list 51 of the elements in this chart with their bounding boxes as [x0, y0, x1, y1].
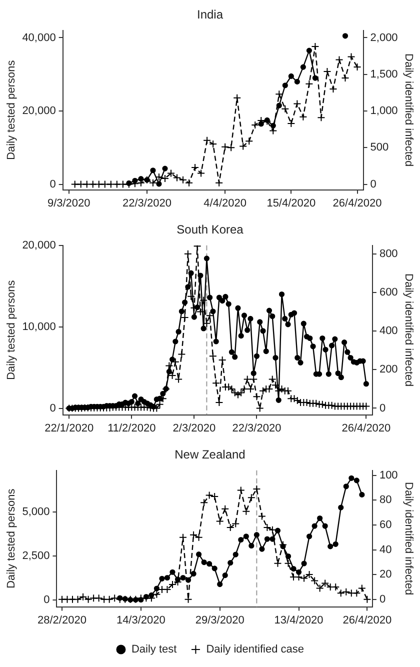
y2-tick-label: 40: [379, 544, 392, 556]
y-tick-label: 40,000: [22, 32, 56, 44]
y2-tick-label: 100: [379, 469, 398, 482]
x-tick-label: 2/3/2020: [172, 422, 216, 434]
y2-tick-label: 1,500: [370, 68, 398, 80]
y2-tick-label: 0: [379, 402, 386, 414]
x-tick-label: 22/1/2020: [44, 422, 94, 434]
y-tick-label: 0: [50, 402, 56, 414]
y2-tick-label: 500: [370, 142, 389, 154]
chart-title: India: [196, 8, 224, 22]
x-tick-label: 29/3/2020: [195, 614, 244, 626]
x-tick-label: 22/3/2020: [232, 422, 282, 434]
y2-axis-title: Daily identified infected: [402, 54, 414, 167]
x-tick-label: 26/4/2020: [332, 197, 382, 210]
y2-tick-label: 0: [370, 178, 376, 190]
y-tick-label: 0: [44, 594, 50, 606]
y2-tick-label: 200: [379, 364, 398, 376]
y2-tick-label: 0: [379, 593, 386, 606]
y-axis-title: Daily tested persons: [6, 280, 18, 380]
y-tick-label: 0: [50, 178, 56, 190]
y2-tick-label: 600: [379, 286, 398, 299]
y2-tick-label: 80: [379, 494, 392, 506]
x-tick-label: 9/3/2020: [47, 197, 90, 210]
x-tick-label: 4/4/2020: [204, 197, 246, 210]
y-tick-label: 20,000: [22, 105, 56, 118]
x-tick-label: 26/4/2020: [342, 422, 391, 434]
x-tick-label: 13/4/2020: [274, 614, 324, 626]
y2-tick-label: 20: [379, 568, 392, 581]
y2-axis-title: Daily identified infected: [402, 274, 414, 387]
x-tick-label: 22/3/2020: [122, 197, 172, 210]
x-tick-label: 26/4/2020: [342, 614, 392, 626]
y-axis-title: Daily tested persons: [6, 488, 18, 588]
legend-label: Daily test: [131, 644, 177, 656]
chart-title: New Zealand: [174, 448, 246, 462]
y-tick-label: 20,000: [22, 239, 56, 252]
y-tick-label: 10,000: [22, 320, 56, 333]
x-tick-label: 11/2/2020: [108, 422, 156, 434]
legend-label: Daily identified case: [206, 644, 304, 656]
y2-tick-label: 400: [379, 325, 398, 338]
x-tick-label: 14/3/2020: [116, 614, 166, 626]
chart-title: South Korea: [176, 222, 244, 237]
x-tick-label: 28/2/2020: [38, 614, 86, 626]
y2-tick-label: 60: [379, 518, 392, 531]
y2-tick-label: 1,000: [370, 105, 398, 118]
y2-tick-label: 2,000: [370, 32, 398, 44]
y2-axis-title: Daily identified infected: [402, 482, 414, 596]
y-tick-label: 2,500: [22, 550, 50, 562]
x-tick-label: 15/4/2020: [266, 197, 316, 210]
y2-tick-label: 800: [379, 248, 398, 260]
y-tick-label: 5,000: [22, 506, 50, 518]
y-axis-title: Daily tested persons: [6, 60, 18, 160]
